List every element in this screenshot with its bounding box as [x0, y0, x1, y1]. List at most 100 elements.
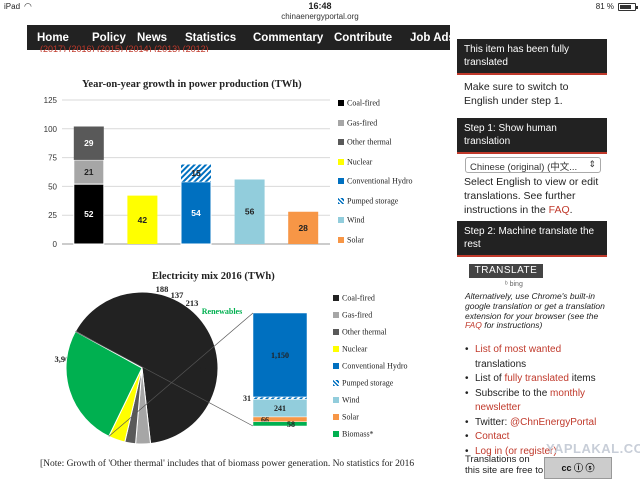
bing-logo: ᵇ bing [505, 281, 523, 288]
faq-link[interactable]: FAQ [548, 204, 570, 217]
footnote: [Note: Growth of 'Other thermal' include… [40, 459, 415, 469]
legend-label: Other thermal [347, 137, 392, 147]
legend-swatch [333, 363, 339, 370]
legend-entry: Other thermal [333, 327, 387, 337]
bar-data-label: 28 [298, 223, 308, 233]
legend-swatch [338, 236, 344, 243]
bar-data-label: 52 [84, 209, 94, 219]
list-item: List of fully translated items [465, 372, 625, 387]
battery-percent: 81 % [595, 2, 614, 11]
wifi-icon: ◠ [24, 1, 32, 11]
bar-wind [234, 179, 265, 244]
legend-swatch [333, 431, 339, 438]
breakdown-data-label: 31 [243, 394, 251, 403]
y-tick-label: 50 [48, 182, 57, 191]
legend-swatch [333, 380, 339, 387]
license-note: Translations on this site are free to us… [465, 454, 544, 480]
bar-gas-fired [73, 159, 105, 185]
y-tick-label: 25 [48, 211, 57, 220]
pie-data-label: 1546 [196, 364, 213, 374]
legend-entry: Nuclear [338, 157, 372, 166]
newsletter-link[interactable]: monthly newsletter [475, 387, 586, 414]
legend-entry: Pumped storage [333, 378, 393, 388]
status-bar: iPad ◠ 16:48 chinaenergyportal.org 81 % [0, 0, 640, 24]
legend-label: Coal-fired [342, 293, 375, 303]
mix-chart-title: Electricity mix 2016 (TWh) [152, 271, 275, 282]
pie-slice-coal-fired [74, 291, 219, 445]
bing-label: bing [509, 281, 523, 288]
step2-heading: Step 2: Machine translate the rest [457, 221, 607, 257]
legend-swatch [333, 346, 339, 353]
growth-chart-title: Year-on-year growth in power production … [82, 79, 302, 90]
list-item: List of most wanted translations [465, 343, 625, 372]
login-link[interactable]: Log in (or register) [475, 445, 557, 457]
legend-entry: Other thermal [338, 137, 392, 147]
fully-translated-link[interactable]: fully translated [504, 373, 569, 384]
connector-line [108, 312, 254, 437]
bar-data-label: 54 [191, 208, 201, 218]
legend-entry: Wind [338, 215, 364, 225]
step1-heading: Step 1: Show human translation [457, 118, 607, 154]
breakdown-data-label: 241 [274, 404, 286, 413]
legend-label: Conventional Hydro [347, 176, 413, 186]
bar-data-label: 56 [245, 207, 255, 217]
legend-label: Gas-fired [347, 118, 378, 128]
clock: 16:48 [308, 1, 332, 11]
nav-policy[interactable]: Policy [92, 32, 126, 44]
bar-data-label: 42 [138, 215, 148, 225]
translated-text: Make sure to switch to English under ste… [464, 81, 569, 108]
mix-chart: Electricity mix 2016 (TWh) 3,906 188 137 21… [20, 265, 440, 457]
nav-statistics[interactable]: Statistics [185, 32, 237, 44]
legend-swatch [338, 100, 344, 107]
bar-data-label: 29 [84, 138, 94, 148]
legend-swatch [338, 217, 344, 224]
previous-year-links[interactable]: (2017) (2016) (2015) (2014) (2013) (2012… [40, 44, 209, 52]
list-item: Log in (or register) [465, 445, 625, 460]
legend-label: Solar [347, 235, 364, 245]
twitter-link[interactable]: @ChnEnergyPortal [510, 416, 597, 428]
connector-line [75, 331, 254, 427]
list-item-text-end: items [568, 373, 596, 384]
nav-job-ads[interactable]: Job Ads [410, 32, 455, 44]
legend-entry: Wind [333, 395, 359, 405]
legend-label: Nuclear [342, 344, 368, 354]
growth-chart: Year-on-year growth in power production … [20, 72, 440, 262]
legend-swatch [338, 197, 344, 204]
language-select[interactable]: Chinese (original) (中文... ⇕ [465, 157, 601, 173]
legend-entry: Gas-fired [333, 310, 372, 320]
faq-link-2[interactable]: FAQ [465, 320, 482, 331]
chrome-translation-note: Alternatively, use Chrome's built-in goo… [465, 291, 615, 331]
bar-nuclear [127, 195, 158, 244]
list-item-text: List of [475, 373, 505, 384]
most-wanted-link[interactable]: List of most wanted [475, 344, 562, 355]
chrome-note-end: for instructions) [481, 320, 543, 331]
legend-entry: Pumped storage [338, 196, 399, 206]
battery-icon [618, 3, 638, 11]
legend-entry: Solar [333, 412, 359, 422]
pie-slice-renewables [65, 330, 143, 438]
legend-label: Gas-fired [342, 310, 373, 320]
breakdown-data-label: 58 [287, 420, 295, 429]
nav-home[interactable]: Home [37, 32, 69, 44]
pie-data-label: 3,906 [54, 354, 73, 364]
contact-link[interactable]: Contact [475, 431, 510, 442]
pie-data-label: 137 [171, 290, 185, 300]
translate-button[interactable]: TRANSLATE [469, 264, 543, 278]
list-item: Contact [465, 430, 625, 445]
nav-commentary[interactable]: Commentary [253, 32, 324, 44]
legend-swatch [338, 158, 344, 165]
legend-label: Pumped storage [347, 196, 399, 206]
legend-entry: Nuclear [333, 344, 367, 354]
nav-news[interactable]: News [137, 32, 168, 44]
address-bar[interactable]: chinaenergyportal.org [281, 12, 359, 21]
legend-entry: Gas-fired [338, 118, 378, 128]
legend-label: Conventional Hydro [342, 361, 408, 371]
renewables-label: Renewables [202, 307, 242, 316]
translated-heading: This item has been fully translated [457, 39, 607, 75]
legend-entry: Conventional Hydro [338, 176, 413, 186]
creative-commons-icon[interactable]: cc ⓘ ⓢ [544, 457, 612, 479]
list-item-text: Subscribe to the [475, 387, 551, 399]
nav-contribute[interactable]: Contribute [334, 32, 393, 44]
y-tick-label: 75 [48, 154, 57, 163]
